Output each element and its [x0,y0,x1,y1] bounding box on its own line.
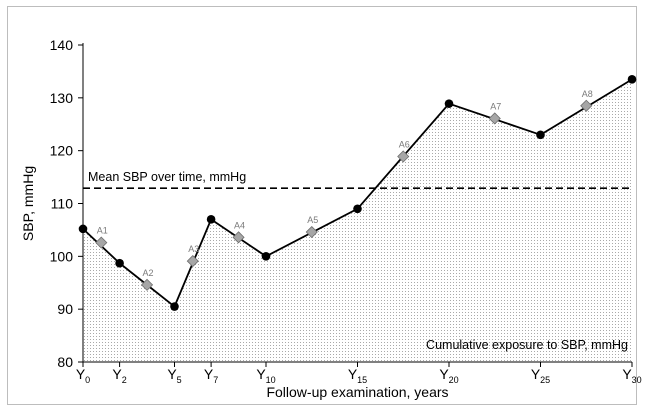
x-tick-label: Y2 [112,366,126,385]
y-tick-label: 100 [50,248,74,264]
area-segment-marker [140,278,154,291]
area-segment-label: A4 [234,220,245,230]
cumulative-exposure-area [83,79,632,362]
mean-sbp-label: Mean SBP over time, mmHg [88,170,246,184]
sbp-data-point [261,252,271,261]
x-tick-label: Y7 [204,366,218,385]
area-segment-label: A8 [582,89,593,99]
x-axis-title: Follow-up examination, years [266,384,448,400]
y-tick-label: 110 [51,196,74,212]
y-tick-label: 140 [50,37,74,53]
x-tick-label: Y20 [439,366,458,385]
area-segment-marker [186,255,199,268]
x-tick-label: Y30 [622,366,641,385]
area-segment-label: A3 [188,244,199,254]
y-tick-label: 90 [57,301,73,317]
area-segment-marker [580,99,593,112]
y-tick-label: 120 [50,143,74,159]
y-tick-label: 80 [57,354,73,370]
sbp-data-point [627,75,637,84]
area-segment-marker [488,112,501,125]
sbp-data-point [170,302,179,311]
sbp-data-point [444,99,454,108]
y-tick-label: 130 [50,90,74,106]
x-tick-label: Y10 [256,366,275,385]
sbp-data-point [78,224,88,234]
area-segment-marker [95,236,108,249]
y-axis-title: SBP, mmHg [20,166,36,241]
area-segment-marker [232,231,245,244]
x-tick-label: Y5 [167,366,181,385]
x-tick-label: Y0 [76,366,90,385]
area-segment-marker [305,225,318,239]
area-segment-label: A5 [307,215,318,225]
cumulative-exposure-label: Cumulative exposure to SBP, mmHg [426,338,628,352]
sbp-data-point [536,130,545,140]
area-segment-label: A1 [97,226,108,236]
area-segment-label: A6 [399,139,410,149]
sbp-data-point [353,204,362,214]
x-tick-label: Y25 [531,366,550,385]
x-tick-label: Y15 [348,366,367,385]
sbp-data-point [115,258,124,268]
area-segment-marker [397,150,410,163]
sbp-data-point [206,215,216,224]
area-segment-label: A7 [490,101,501,111]
area-segment-label: A2 [143,268,154,278]
